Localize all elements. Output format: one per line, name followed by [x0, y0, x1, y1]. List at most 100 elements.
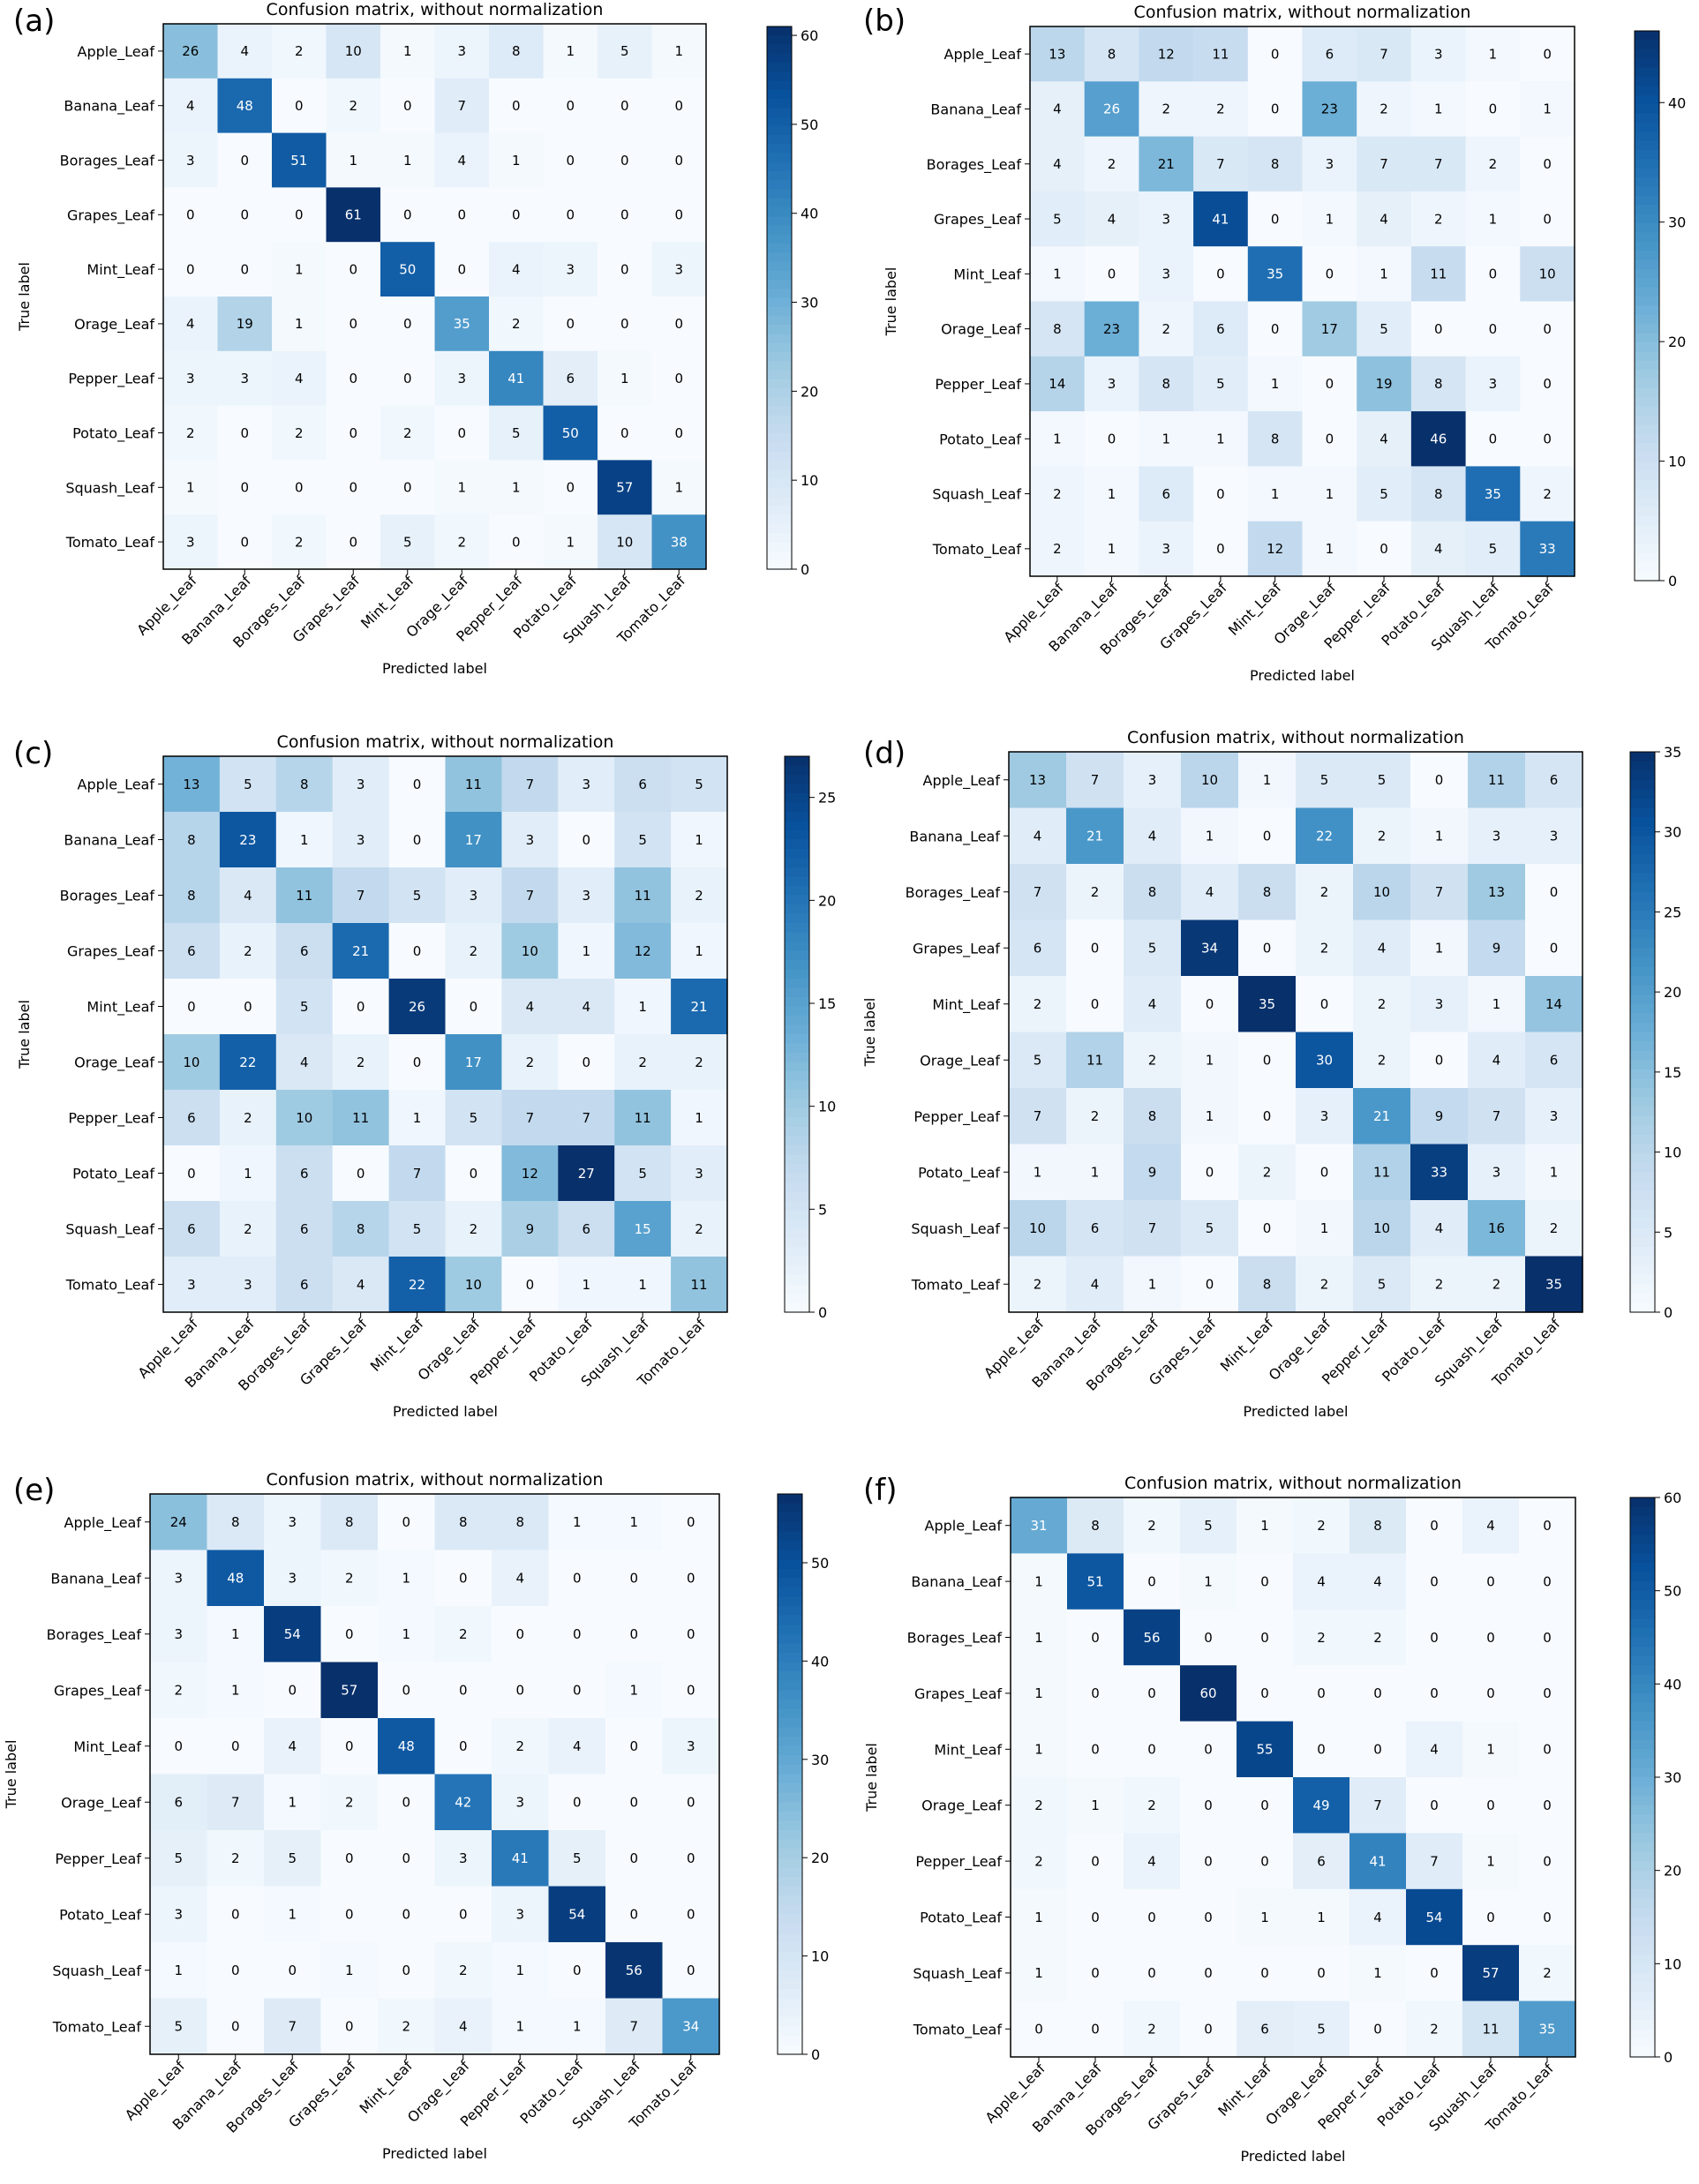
heatmap-cell	[434, 1774, 492, 1831]
chart-title: Confusion matrix, without normalization	[277, 732, 614, 752]
heatmap-cell	[1465, 191, 1521, 247]
cell-value-label: 3	[1161, 541, 1170, 557]
cell-value-label: 0	[1435, 1053, 1444, 1069]
colorbar-segment	[1630, 1237, 1655, 1248]
cell-value-label: 2	[1147, 1797, 1156, 1813]
heatmap-cell	[1011, 1497, 1068, 1554]
heatmap-cell	[163, 350, 219, 407]
colorbar-segment	[785, 784, 809, 794]
colorbar-segment	[1635, 370, 1659, 380]
heatmap-cell	[1520, 246, 1575, 303]
heatmap-cell	[1293, 1945, 1350, 2002]
heatmap-cell	[1139, 521, 1194, 577]
cell-value-label: 0	[402, 1850, 410, 1866]
colorbar-segment	[785, 1043, 809, 1054]
heatmap-cell	[1465, 356, 1521, 412]
heatmap-cell	[1465, 411, 1521, 467]
colorbar-segment	[1630, 1246, 1655, 1257]
cell-value-label: 30	[1316, 1053, 1333, 1069]
heatmap-cell	[163, 296, 219, 352]
heatmap-cell	[1353, 1200, 1411, 1257]
cell-value-label: 5	[695, 777, 703, 792]
heatmap-cell	[1238, 1088, 1297, 1145]
colorbar-segment	[778, 2035, 802, 2046]
heatmap-cell	[1468, 864, 1526, 921]
cell-value-label: 31	[1030, 1518, 1047, 1534]
heatmap-cell	[662, 1774, 720, 1831]
heatmap-cell	[272, 514, 327, 570]
cell-value-label: 3	[566, 261, 575, 277]
heatmap-cell	[1124, 1609, 1181, 1666]
cell-value-label: 0	[566, 207, 575, 223]
colorbar-segment	[778, 1699, 802, 1710]
cell-value-label: 5	[174, 1850, 183, 1866]
colorbar-frame	[1634, 30, 1660, 582]
cell-value-label: 35	[1267, 266, 1283, 282]
heatmap-cell	[219, 1201, 277, 1257]
cell-value-label: 0	[357, 1166, 365, 1182]
cell-value-label: 3	[695, 1166, 703, 1182]
cell-value-label: 0	[349, 425, 357, 441]
heatmap-cell	[320, 1886, 379, 1943]
cell-value-label: 0	[244, 999, 252, 1015]
heatmap-cell	[501, 979, 559, 1035]
heatmap-cell	[150, 1998, 208, 2055]
heatmap-cell	[1180, 1888, 1237, 1946]
cell-value-label: 48	[237, 98, 253, 114]
cell-value-label: 0	[1260, 1630, 1269, 1646]
heatmap-cell	[492, 1942, 550, 2000]
cell-value-label: 0	[1489, 101, 1498, 117]
y-tick-label: Orage_Leaf	[941, 321, 1021, 339]
heatmap-cell	[1296, 1088, 1354, 1145]
cell-value-label: 21	[691, 999, 708, 1015]
cell-value-label: 0	[1430, 1797, 1439, 1813]
cell-value-label: 2	[515, 1738, 524, 1754]
heatmap-cell	[1139, 466, 1194, 522]
cell-value-label: 48	[398, 1738, 415, 1754]
colorbar-segment	[1635, 168, 1659, 178]
cell-value-label: 0	[288, 1683, 297, 1699]
cell-value-label: 2	[459, 1963, 468, 1978]
heatmap-cell	[1237, 2000, 1294, 2058]
cell-value-label: 0	[1543, 1742, 1552, 1758]
heatmap-cell	[671, 756, 728, 813]
colorbar-segment	[1630, 1861, 1655, 1872]
cell-value-label: 10	[345, 43, 362, 59]
colorbar-segment	[1630, 2038, 1655, 2049]
heatmap-cell	[1525, 752, 1583, 809]
cell-value-label: 3	[186, 371, 195, 387]
cell-value-label: 8	[357, 1221, 365, 1237]
y-tick-label: Orage_Leaf	[74, 316, 154, 334]
heatmap-cell	[388, 867, 447, 924]
cell-value-label: 8	[187, 832, 196, 848]
colorbar-segment	[778, 1886, 802, 1896]
heatmap-cell	[1353, 1088, 1411, 1145]
heatmap-cell	[1180, 1609, 1237, 1666]
colorbar-segment	[767, 514, 792, 525]
heatmap-cell	[264, 1550, 322, 1607]
colorbar-segment	[1630, 891, 1655, 903]
heatmap-cell	[1302, 191, 1357, 247]
heatmap-cell	[605, 1606, 664, 1663]
colorbar-segment	[767, 433, 792, 444]
cell-value-label: 6	[1034, 941, 1042, 957]
panel-label: (a)	[13, 4, 55, 39]
heatmap-cell	[150, 1886, 208, 1943]
y-tick-label: Banana_Leaf	[909, 828, 1000, 845]
cell-value-label: 8	[512, 43, 521, 59]
cell-value-label: 2	[1108, 156, 1116, 172]
heatmap-cell	[163, 1257, 221, 1313]
heatmap-cell	[671, 1090, 728, 1146]
heatmap-cell	[380, 132, 436, 188]
heatmap-cell	[1357, 411, 1412, 467]
cell-value-label: 0	[674, 207, 683, 223]
colorbar-segment	[1635, 452, 1659, 462]
heatmap-cell	[388, 756, 447, 813]
heatmap-cell	[272, 405, 327, 461]
heatmap-cell	[1525, 807, 1583, 865]
cell-value-label: 5	[1378, 1277, 1387, 1293]
cell-value-label: 2	[470, 1221, 478, 1237]
x-axis-label: Predicted label	[1250, 667, 1355, 684]
cell-value-label: 3	[174, 1626, 183, 1642]
